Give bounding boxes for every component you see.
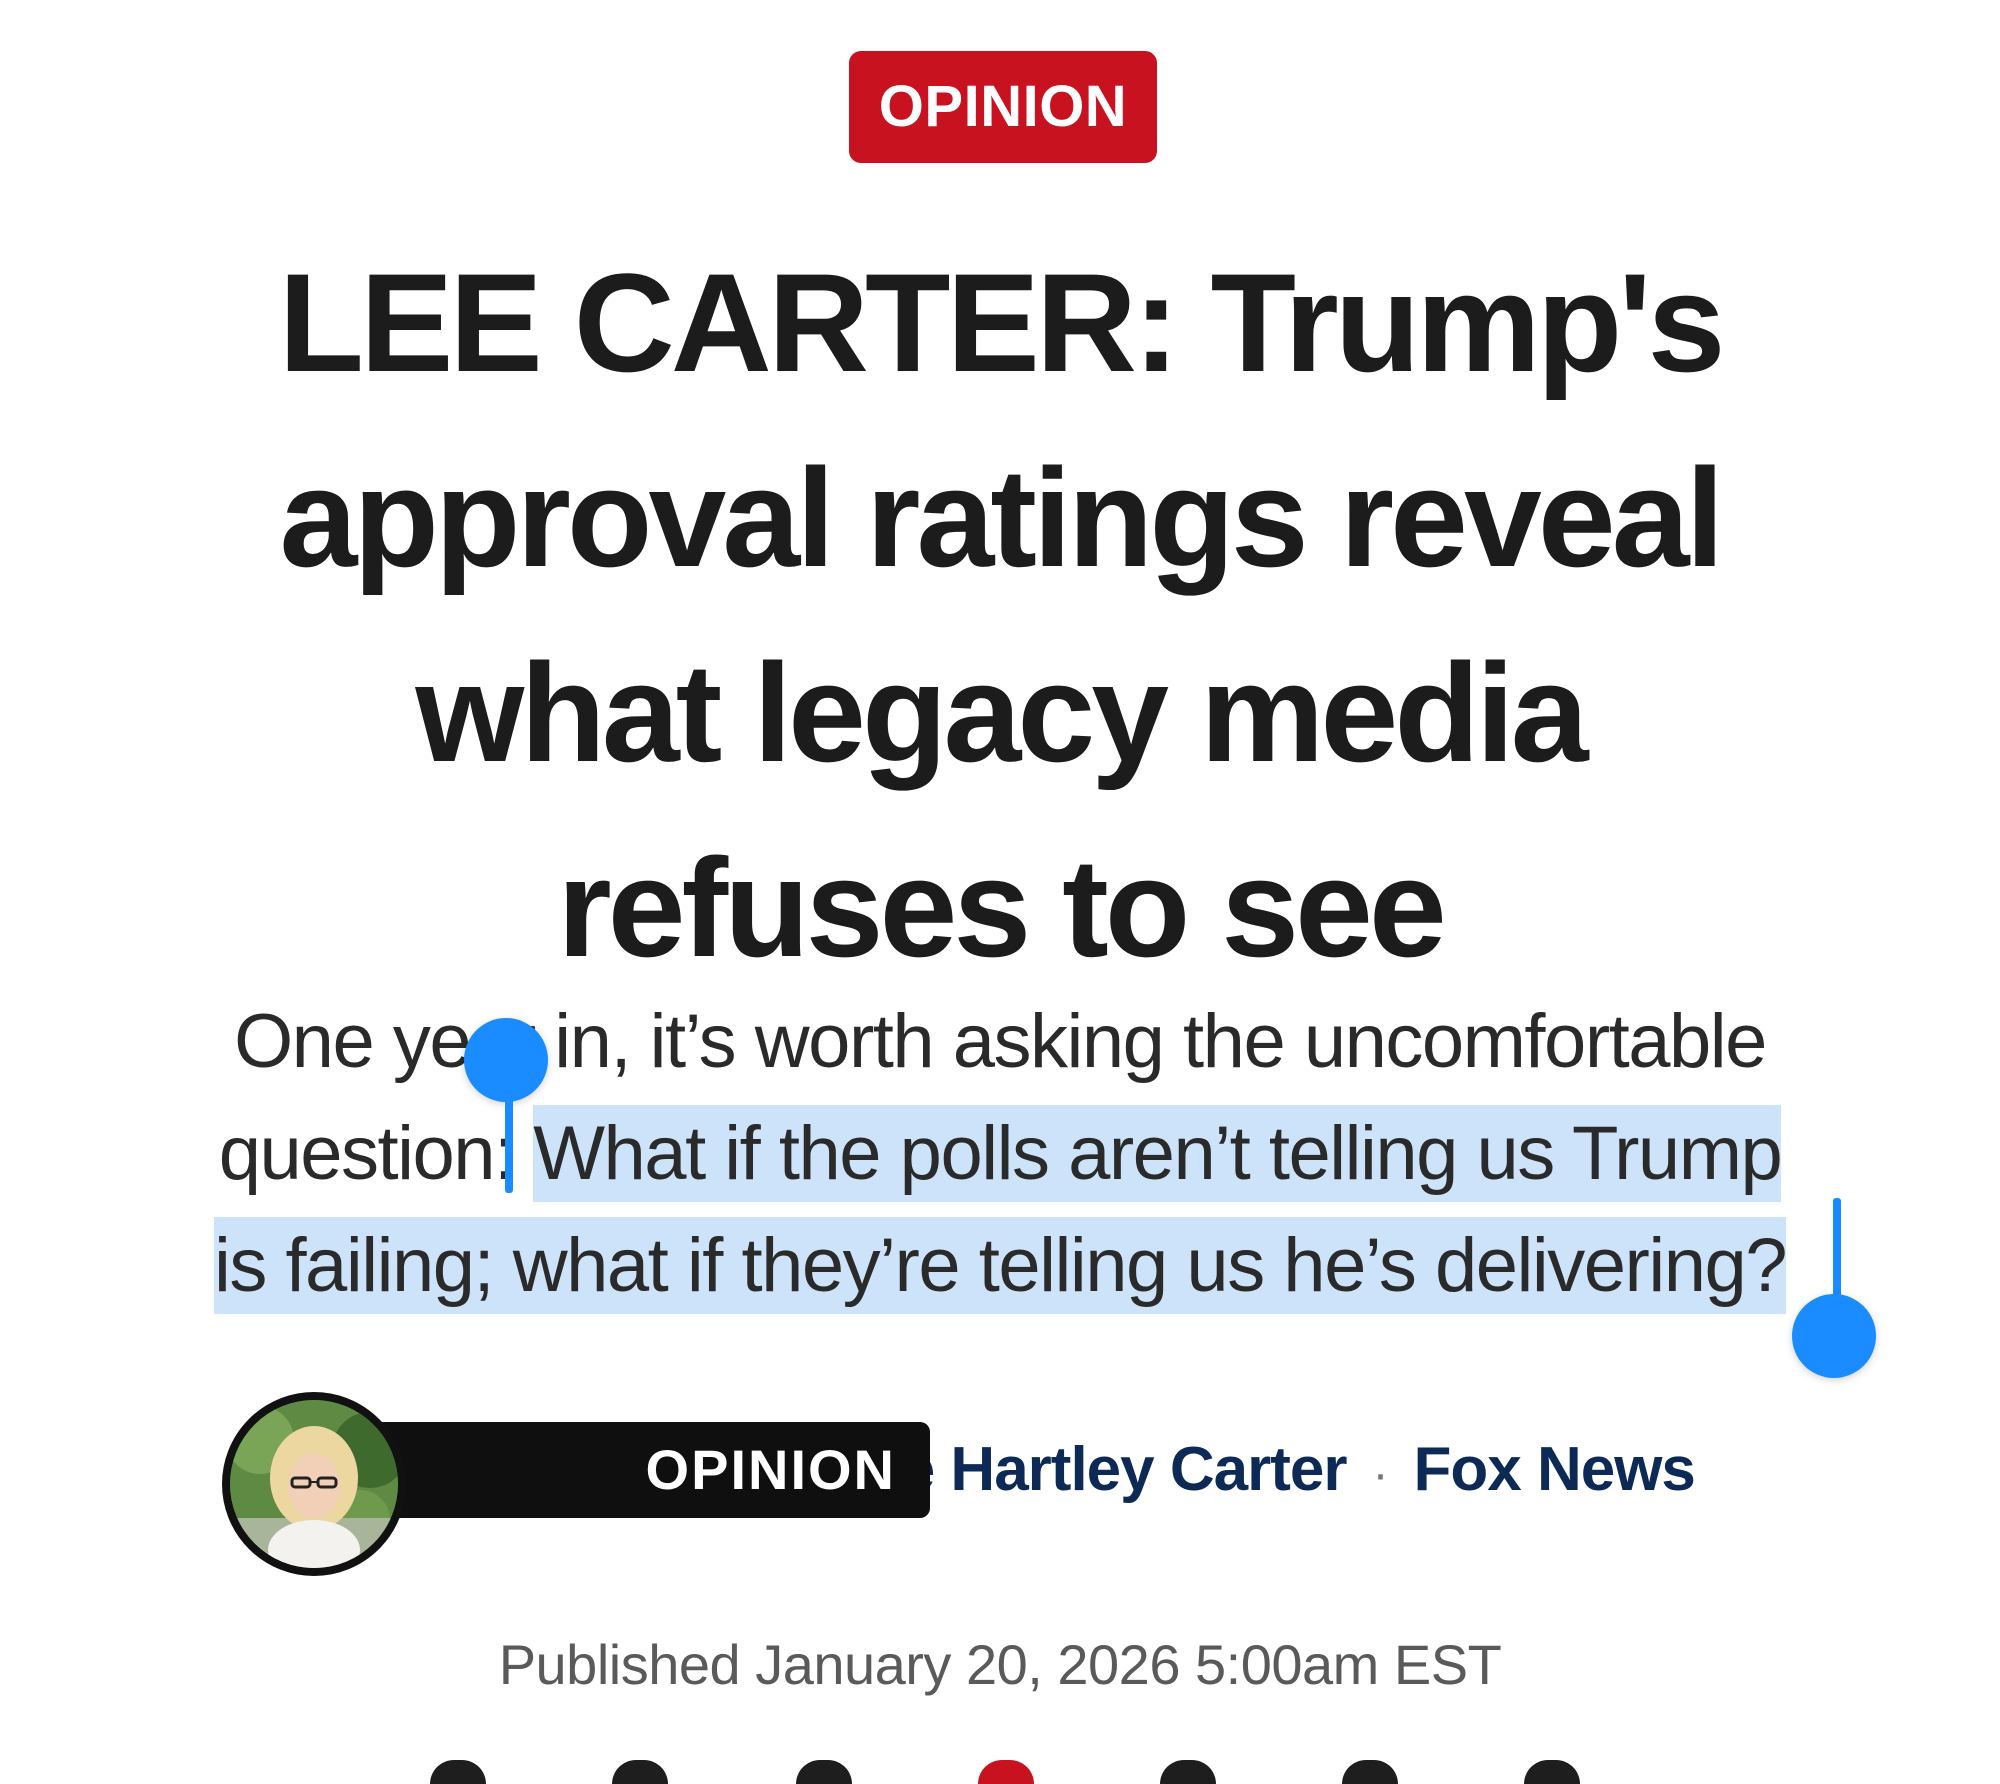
subheadline-unselected-text: question: <box>218 1111 534 1196</box>
headline-line-2: approval ratings reveal <box>279 439 1725 596</box>
author-avatar[interactable] <box>222 1392 406 1576</box>
selection-end-stem <box>1833 1198 1841 1318</box>
selection-start-handle-icon[interactable] <box>464 1018 548 1193</box>
selection-start-stem <box>505 1078 513 1193</box>
byline-separator: · <box>1372 1448 1389 1501</box>
share-icon[interactable] <box>430 1760 486 1784</box>
subheadline-line-2: question: What if the polls aren’t telli… <box>150 1098 1850 1210</box>
published-date: Published January 20, 2026 5:00am EST <box>498 1633 1502 1696</box>
headline-line-1: LEE CARTER: Trump's <box>278 244 1726 401</box>
opinion-tag[interactable]: OPINION <box>382 1422 930 1518</box>
share-icon[interactable] <box>612 1760 668 1784</box>
share-icon[interactable] <box>1160 1760 1216 1784</box>
headline-line-4: refuses to see <box>557 829 1447 986</box>
subheadline-line-1: One year in, it’s worth asking the uncom… <box>234 999 1767 1084</box>
share-icon[interactable] <box>796 1760 852 1784</box>
selected-text[interactable]: What if the polls aren’t telling us Trum… <box>533 1105 1783 1202</box>
selection-end-handle-icon[interactable] <box>1792 1198 1876 1378</box>
opinion-section-badge[interactable]: OPINION <box>849 51 1157 163</box>
article-headline: LEE CARTER: Trump's approval ratings rev… <box>150 225 1850 1005</box>
outlet-link[interactable]: Fox News <box>1413 1435 1696 1504</box>
selection-end-knob[interactable] <box>1792 1294 1876 1378</box>
headline-line-3: what legacy media <box>415 634 1588 791</box>
article-subheadline[interactable]: One year in, it’s worth asking the uncom… <box>150 986 1850 1322</box>
share-icon[interactable] <box>978 1760 1034 1784</box>
selected-text[interactable]: is failing; what if they’re telling us h… <box>213 1217 1788 1314</box>
article-byline: OPINION ByLee Hartley Carter·Fox News <box>222 1392 1822 1576</box>
subheadline-line-3: is failing; what if they’re telling us h… <box>150 1210 1850 1322</box>
share-toolbar <box>0 1760 2000 1784</box>
share-icon[interactable] <box>1524 1760 1580 1784</box>
share-icon[interactable] <box>1342 1760 1398 1784</box>
author-avatar-image <box>230 1400 398 1568</box>
